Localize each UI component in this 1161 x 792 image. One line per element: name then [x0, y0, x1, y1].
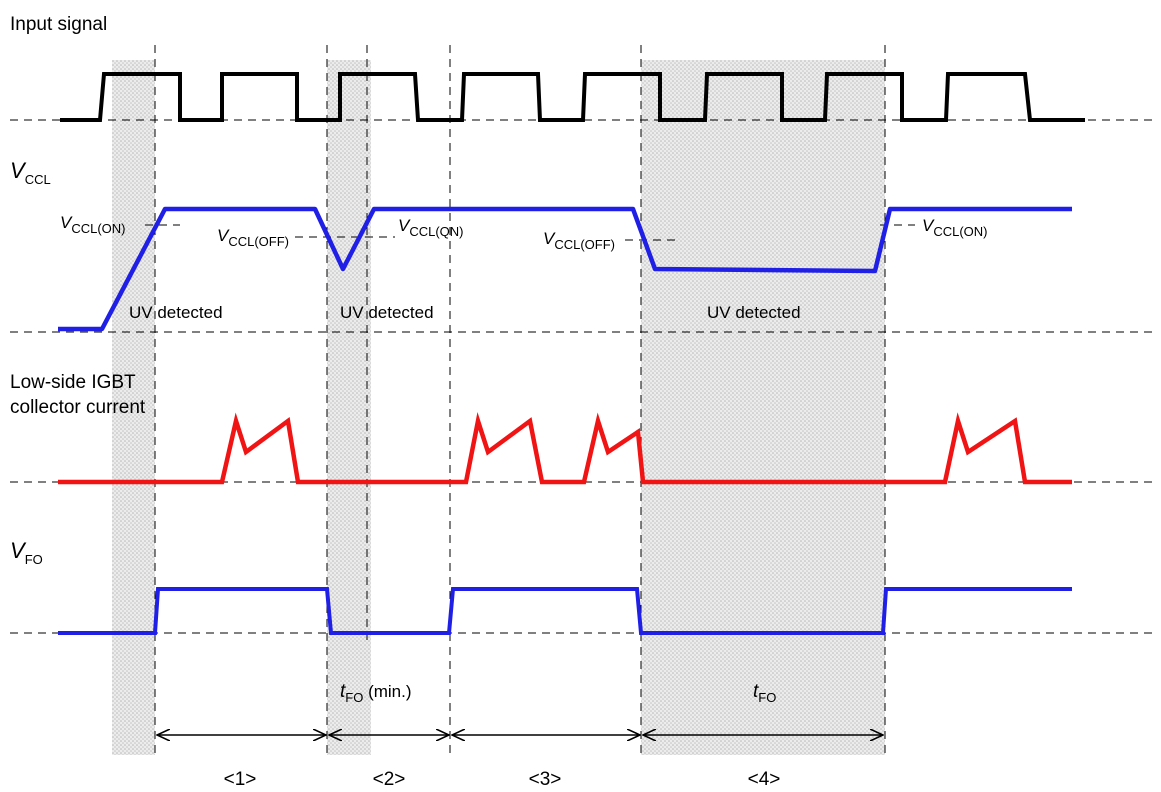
annot-tfo: tFO — [753, 681, 776, 705]
uv-detected-2: UV detected — [340, 303, 434, 322]
interval-label-2: <2> — [373, 769, 406, 790]
vccl-trace — [58, 206, 1072, 332]
annot-vccl-off-2: VCCL(OFF) — [543, 229, 615, 252]
label-vccl: VCCL — [10, 158, 51, 187]
label-low-side-line2: collector current — [10, 397, 146, 418]
annot-vccl-on-1: VCCL(ON) — [60, 213, 126, 236]
uv-shaded-regions — [112, 60, 885, 755]
label-low-side-line1: Low-side IGBT — [10, 372, 136, 393]
label-vfo: VFO — [10, 538, 43, 567]
shade-region-3 — [641, 60, 885, 755]
collector-current-trace — [58, 412, 1072, 485]
uv-detected-1: UV detected — [129, 303, 223, 322]
interval-label-1: <1> — [224, 769, 257, 790]
vfo-trace — [58, 587, 1072, 635]
input-signal-trace — [60, 72, 1085, 122]
interval-label-4: <4> — [748, 769, 781, 790]
shade-region-2 — [327, 60, 371, 755]
interval-label-3: <3> — [529, 769, 562, 790]
label-input-signal: Input signal — [10, 14, 107, 35]
uv-detected-3: UV detected — [707, 303, 801, 322]
annot-tfo-min: tFO (min.) — [340, 681, 412, 705]
baselines — [10, 119, 1158, 634]
annot-vccl-on-2: VCCL(QN) — [398, 216, 464, 239]
annot-vccl-on-3: VCCL(ON) — [922, 216, 988, 239]
annot-vccl-off-1: VCCL(OFF) — [217, 226, 289, 249]
shade-region-1 — [112, 60, 155, 755]
vertical-guides — [154, 45, 886, 755]
